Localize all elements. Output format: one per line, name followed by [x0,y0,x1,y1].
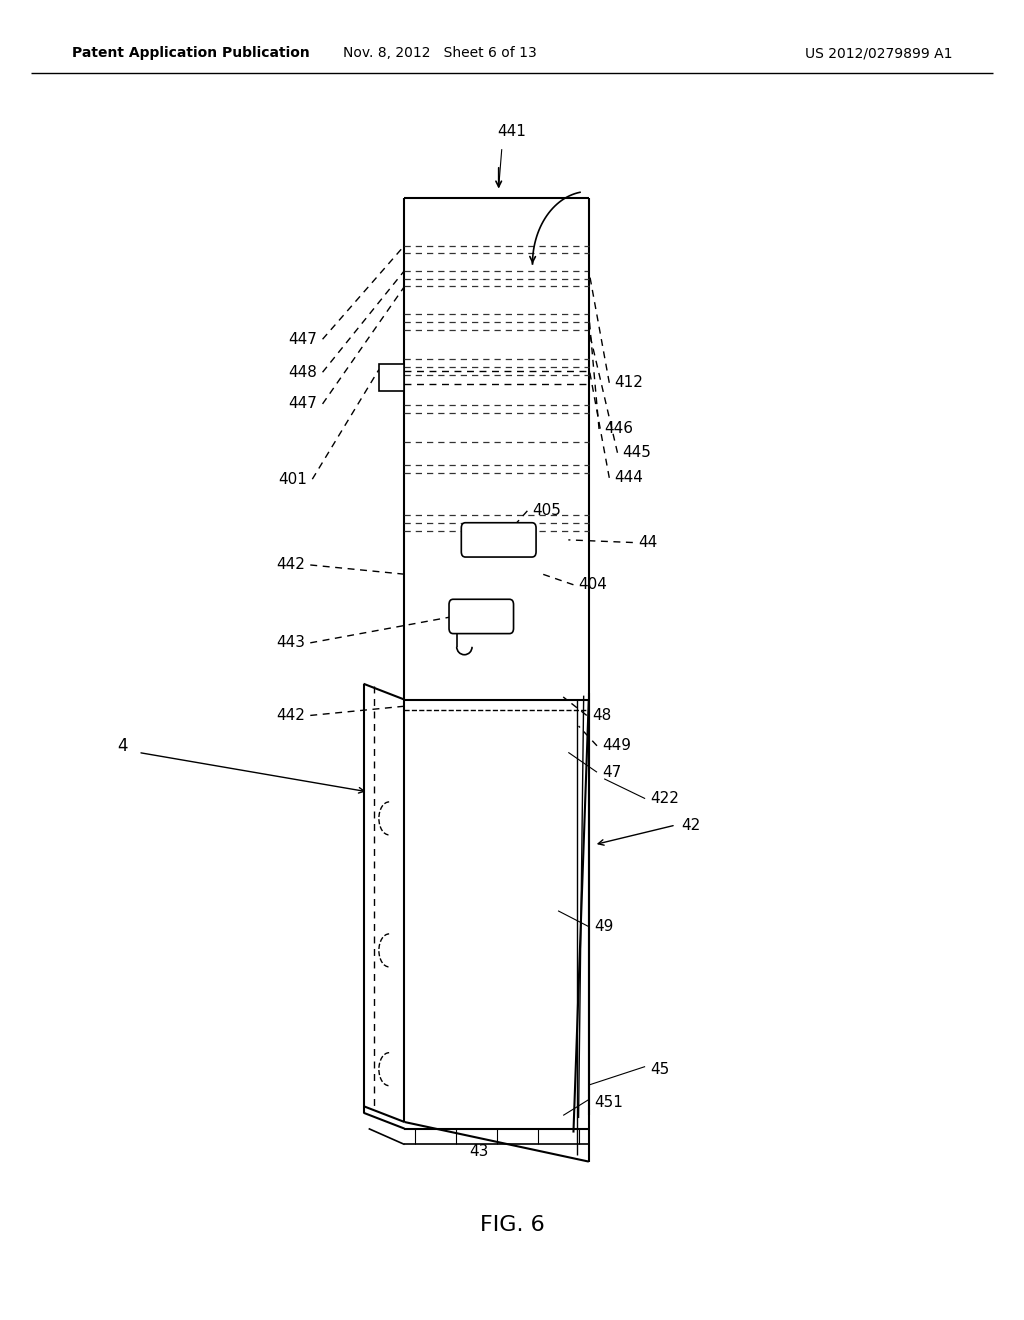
Text: US 2012/0279899 A1: US 2012/0279899 A1 [805,46,952,61]
Text: 45: 45 [650,1061,670,1077]
Text: 447: 447 [289,331,317,347]
Text: 42: 42 [681,817,700,833]
Text: 447: 447 [289,396,317,412]
Text: 443: 443 [276,635,305,651]
Text: 422: 422 [650,791,679,807]
Text: 445: 445 [623,445,651,461]
Bar [379,364,404,391]
Text: 444: 444 [614,470,643,486]
Text: 48: 48 [592,708,611,723]
Text: 448: 448 [289,364,317,380]
FancyBboxPatch shape [461,523,537,557]
Text: 412: 412 [614,375,643,391]
Text: 401: 401 [279,471,307,487]
Text: 47: 47 [602,764,622,780]
Text: 4: 4 [118,737,128,755]
Text: 49: 49 [594,919,613,935]
Text: 404: 404 [579,577,607,593]
Text: Patent Application Publication: Patent Application Publication [72,46,309,61]
Text: 441: 441 [498,124,526,139]
Text: 442: 442 [276,557,305,573]
Text: 442: 442 [276,708,305,723]
Text: FIG. 6: FIG. 6 [479,1214,545,1236]
FancyBboxPatch shape [449,599,513,634]
Text: Nov. 8, 2012   Sheet 6 of 13: Nov. 8, 2012 Sheet 6 of 13 [343,46,538,61]
Text: 44: 44 [638,535,657,550]
Text: 405: 405 [532,503,561,519]
Text: 451: 451 [594,1094,623,1110]
Text: 43: 43 [470,1144,488,1159]
Text: 449: 449 [602,738,631,754]
Text: 446: 446 [604,421,633,437]
